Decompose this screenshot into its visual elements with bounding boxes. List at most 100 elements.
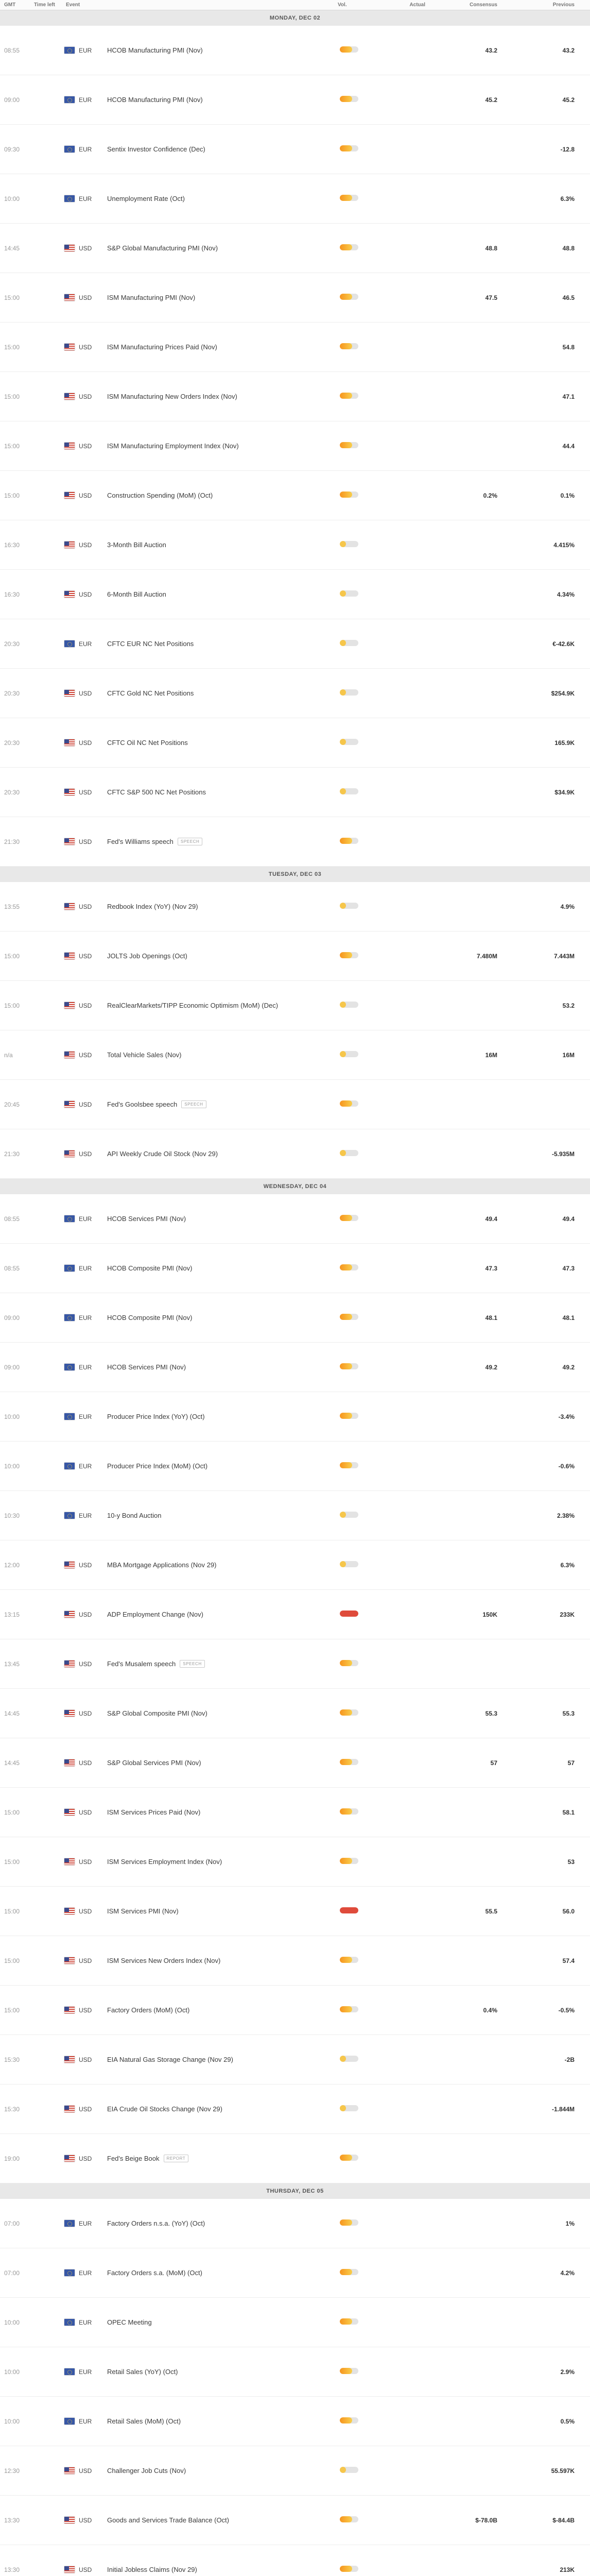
volatility-fill	[340, 145, 352, 151]
event-badge: SPEECH	[181, 1100, 206, 1108]
volatility-cell	[334, 837, 375, 846]
event-row[interactable]: 12:30 USD Challenger Job Cuts (Nov) 55.597K	[0, 2446, 590, 2496]
event-name-cell: Unemployment Rate (Oct)	[107, 194, 334, 204]
event-row[interactable]: 07:00 EUR Factory Orders s.a. (MoM) (Oct) 4…	[0, 2248, 590, 2298]
event-row[interactable]: 16:30 USD 3-Month Bill Auction 4.415%	[0, 520, 590, 570]
event-row[interactable]: 16:30 USD 6-Month Bill Auction 4.34%	[0, 570, 590, 619]
event-currency-cell: USD	[62, 2056, 107, 2063]
volatility-cell	[334, 1758, 375, 1768]
event-name-cell: S&P Global Composite PMI (Nov)	[107, 1709, 334, 1718]
event-row[interactable]: 15:00 USD RealClearMarkets/TIPP Economic O…	[0, 981, 590, 1030]
event-row[interactable]: 15:00 USD Factory Orders (MoM) (Oct) 0.4% -0…	[0, 1986, 590, 2035]
event-time: 15:00	[4, 952, 20, 960]
volatility-indicator	[340, 2154, 358, 2161]
event-row[interactable]: 15:30 USD EIA Natural Gas Storage Change (…	[0, 2035, 590, 2084]
volatility-indicator	[340, 442, 358, 448]
event-row[interactable]: 09:00 EUR HCOB Services PMI (Nov) 49.2 49.2	[0, 1343, 590, 1392]
event-row[interactable]: 21:30 USD API Weekly Crude Oil Stock (Nov …	[0, 1129, 590, 1179]
event-name-cell: OPEC Meeting	[107, 2318, 334, 2327]
event-consensus: 55.3	[485, 1709, 497, 1717]
event-row[interactable]: 15:00 USD ISM Manufacturing New Orders Ind…	[0, 372, 590, 421]
event-name-cell: HCOB Composite PMI (Nov)	[107, 1264, 334, 1273]
event-currency: EUR	[79, 1462, 92, 1470]
event-name: Sentix Investor Confidence (Dec)	[107, 145, 205, 153]
event-previous: 7.443M	[553, 952, 575, 960]
event-row[interactable]: 20:30 USD CFTC Oil NC Net Positions 165.9K	[0, 718, 590, 768]
event-previous: 1%	[565, 2219, 575, 2227]
volatility-cell	[334, 95, 375, 105]
event-row[interactable]: 13:30 USD Goods and Services Trade Balance…	[0, 2496, 590, 2545]
event-row[interactable]: 14:45 USD S&P Global Services PMI (Nov) 57 5…	[0, 1738, 590, 1788]
event-row[interactable]: 13:30 USD Initial Jobless Claims (Nov 29) 2…	[0, 2545, 590, 2576]
event-row[interactable]: 15:00 USD ISM Services Employment Index (N…	[0, 1837, 590, 1887]
event-currency: EUR	[79, 1215, 92, 1223]
event-row[interactable]: 10:00 EUR Retail Sales (MoM) (Oct) 0.5%	[0, 2397, 590, 2446]
event-row[interactable]: 15:00 USD ISM Manufacturing PMI (Nov) 47.5 4…	[0, 273, 590, 323]
col-gmt[interactable]: GMT	[4, 2, 16, 8]
volatility-indicator	[340, 491, 358, 498]
event-row[interactable]: 15:00 USD ISM Services New Orders Index (N…	[0, 1936, 590, 1986]
event-previous: 47.3	[562, 1264, 575, 1272]
event-row[interactable]: 08:55 EUR HCOB Services PMI (Nov) 49.4 49.4	[0, 1194, 590, 1244]
event-row[interactable]: 13:55 USD Redbook Index (YoY) (Nov 29) 4.9%	[0, 882, 590, 931]
us-flag-icon	[64, 343, 75, 351]
event-row[interactable]: 20:30 USD CFTC Gold NC Net Positions $254.9…	[0, 669, 590, 718]
event-row[interactable]: 10:00 EUR Producer Price Index (MoM) (Oct)…	[0, 1442, 590, 1491]
event-row[interactable]: n/a USD Total Vehicle Sales (Nov) 16M 16M	[0, 1030, 590, 1080]
event-row[interactable]: 08:55 EUR HCOB Manufacturing PMI (Nov) 43.2…	[0, 26, 590, 75]
event-row[interactable]: 15:00 USD JOLTS Job Openings (Oct) 7.480M 7.…	[0, 931, 590, 981]
event-previous: 54.8	[562, 343, 575, 351]
event-time: 16:30	[4, 590, 20, 598]
event-row[interactable]: 10:30 EUR 10-y Bond Auction 2.38%	[0, 1491, 590, 1540]
volatility-cell	[334, 639, 375, 649]
us-flag-icon	[64, 1759, 75, 1767]
event-row[interactable]: 14:45 USD S&P Global Composite PMI (Nov) 55…	[0, 1689, 590, 1738]
event-row[interactable]: 10:00 EUR Producer Price Index (YoY) (Oct)…	[0, 1392, 590, 1442]
event-consensus: $-78.0B	[475, 2516, 497, 2524]
event-row[interactable]: 10:00 EUR Retail Sales (YoY) (Oct) 2.9%	[0, 2347, 590, 2397]
event-row[interactable]: 20:45 USD Fed's Goolsbee speech SPEECH	[0, 1080, 590, 1129]
eu-flag-icon	[64, 1462, 75, 1470]
event-currency: USD	[79, 1858, 92, 1866]
event-row[interactable]: 14:45 USD S&P Global Manufacturing PMI (No…	[0, 224, 590, 273]
event-row[interactable]: 07:00 EUR Factory Orders n.s.a. (YoY) (Oct…	[0, 2199, 590, 2248]
event-row[interactable]: 09:30 EUR Sentix Investor Confidence (Dec)…	[0, 125, 590, 174]
event-row[interactable]: 10:00 EUR OPEC Meeting	[0, 2298, 590, 2347]
event-currency-cell: EUR	[62, 1363, 107, 1371]
volatility-fill	[340, 1758, 352, 1765]
volatility-cell	[334, 689, 375, 698]
event-row[interactable]: 12:00 USD MBA Mortgage Applications (Nov 2…	[0, 1540, 590, 1590]
volatility-fill	[340, 738, 346, 745]
event-row[interactable]: 15:30 USD EIA Crude Oil Stocks Change (Nov…	[0, 2084, 590, 2134]
event-row[interactable]: 15:00 USD ISM Manufacturing Employment Ind…	[0, 421, 590, 471]
volatility-fill	[340, 2565, 352, 2572]
event-row[interactable]: 15:00 USD ISM Services Prices Paid (Nov) 58…	[0, 1788, 590, 1837]
event-currency: USD	[79, 244, 92, 252]
event-row[interactable]: 15:00 USD ISM Services PMI (Nov) 55.5 56.0	[0, 1887, 590, 1936]
event-row[interactable]: 21:30 USD Fed's Williams speech SPEECH	[0, 817, 590, 867]
event-currency: USD	[79, 541, 92, 549]
event-currency-cell: USD	[62, 903, 107, 910]
event-row[interactable]: 08:55 EUR HCOB Composite PMI (Nov) 47.3 47.3	[0, 1244, 590, 1293]
event-time: 10:00	[4, 2318, 20, 2326]
event-name-cell: ISM Services PMI (Nov)	[107, 1907, 334, 1916]
volatility-fill	[340, 1363, 352, 1369]
event-time: 09:00	[4, 1314, 20, 1321]
us-flag-icon	[64, 903, 75, 910]
event-time: 15:00	[4, 1808, 20, 1816]
event-row[interactable]: 13:45 USD Fed's Musalem speech SPEECH	[0, 1639, 590, 1689]
event-row[interactable]: 20:30 USD CFTC S&P 500 NC Net Positions $34…	[0, 768, 590, 817]
event-row[interactable]: 09:00 EUR HCOB Composite PMI (Nov) 48.1 48.1	[0, 1293, 590, 1343]
event-row[interactable]: 19:00 USD Fed's Beige Book REPORT	[0, 2134, 590, 2183]
event-row[interactable]: 15:00 USD Construction Spending (MoM) (Oct…	[0, 471, 590, 520]
event-currency: USD	[79, 393, 92, 400]
volatility-cell	[334, 1956, 375, 1965]
event-row[interactable]: 15:00 USD ISM Manufacturing Prices Paid (N…	[0, 323, 590, 372]
event-row[interactable]: 20:30 EUR CFTC EUR NC Net Positions €-42.6K	[0, 619, 590, 669]
event-row[interactable]: 10:00 EUR Unemployment Rate (Oct) 6.3%	[0, 174, 590, 224]
volatility-fill	[340, 1149, 346, 1156]
us-flag-icon	[64, 952, 75, 960]
event-row[interactable]: 09:00 EUR HCOB Manufacturing PMI (Nov) 45.2…	[0, 75, 590, 125]
event-row[interactable]: 13:15 USD ADP Employment Change (Nov) 150K 2…	[0, 1590, 590, 1639]
volatility-cell	[334, 2105, 375, 2114]
